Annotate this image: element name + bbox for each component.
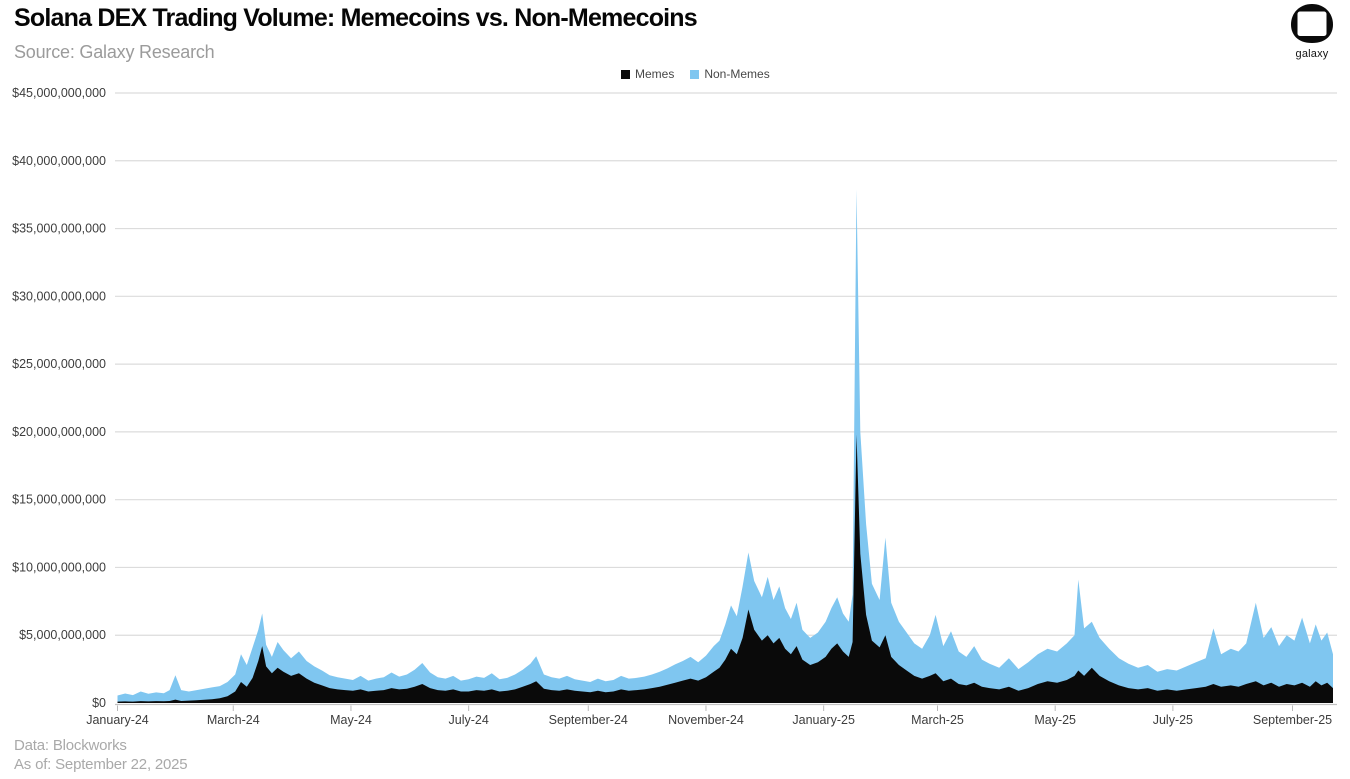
x-tick-label: March-25 [911,713,964,727]
non-memes-swatch-icon [690,69,700,79]
x-tick-label: March-24 [207,713,260,727]
legend-label-non-memes: Non-Memes [704,67,770,81]
x-tick-label: September-24 [549,713,628,727]
footer-as-of-date: As of: September 22, 2025 [14,756,188,773]
y-tick-label: $20,000,000,000 [12,425,106,439]
x-tick-label: May-25 [1034,713,1076,727]
legend-label-memes: Memes [635,67,675,81]
page-subtitle: Source: Galaxy Research [14,42,215,62]
y-tick-label: $40,000,000,000 [12,154,106,168]
chart-footer: Data: Blockworks As of: September 22, 20… [14,736,188,774]
x-tick-label: January-24 [86,713,149,727]
galaxy-logo: galaxy [1285,3,1339,60]
x-tick-label: July-25 [1153,713,1193,727]
y-tick-label: $10,000,000,000 [12,560,106,574]
y-tick-label: $0 [92,696,106,710]
memes-swatch-icon [621,69,630,79]
y-tick-label: $30,000,000,000 [12,289,106,303]
y-tick-label: $35,000,000,000 [12,222,106,236]
galaxy-logo-label: galaxy [1295,48,1329,60]
x-tick-label: November-24 [668,713,744,727]
y-tick-label: $15,000,000,000 [12,493,106,507]
x-tick-label: September-25 [1253,713,1332,727]
galaxy-logo-icon [1291,4,1333,43]
x-tick-label: May-24 [330,713,372,727]
y-tick-label: $25,000,000,000 [12,357,106,371]
legend-item-memes: Memes [621,67,674,81]
x-tick-label: January-25 [792,713,855,727]
footer-data-source: Data: Blockworks [14,737,127,754]
page-title: Solana DEX Trading Volume: Memecoins vs.… [14,4,698,32]
area-non-memes [117,189,1333,703]
y-tick-label: $45,000,000,000 [12,86,106,100]
x-tick-label: July-24 [449,713,489,727]
legend-item-non-memes: Non-Memes [690,67,770,81]
chart-legend: Memes Non-Memes [621,67,770,81]
y-tick-label: $5,000,000,000 [19,628,106,642]
